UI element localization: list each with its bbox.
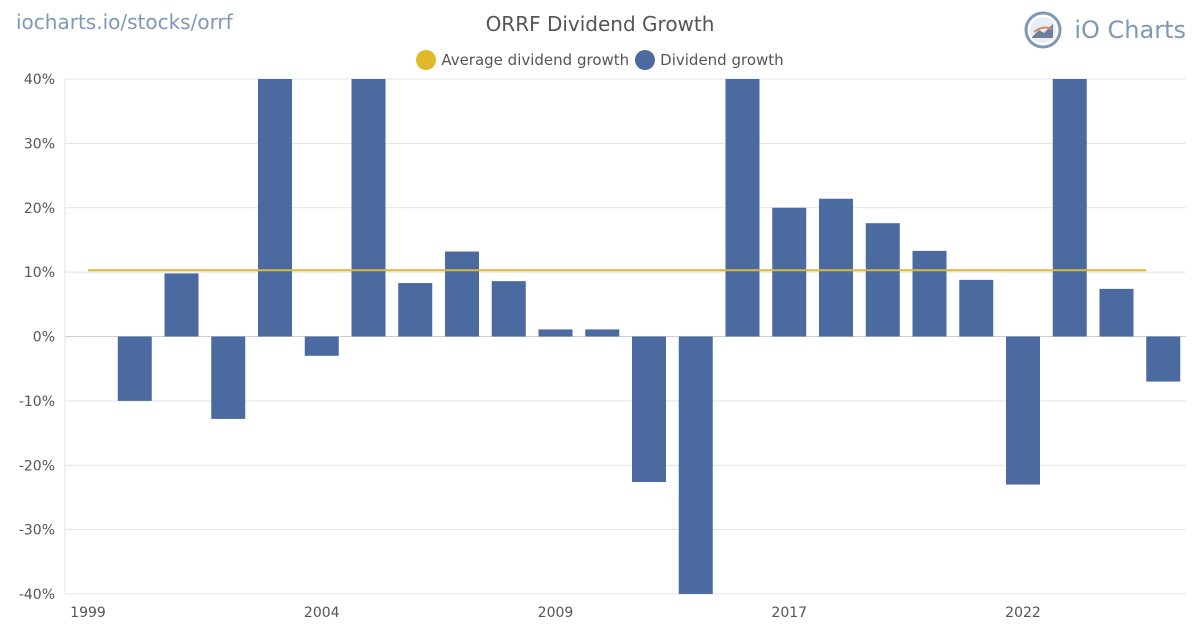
average-swatch-icon — [416, 50, 437, 70]
legend: Average dividend growth Dividend growth — [0, 50, 1200, 70]
x-tick-label: 1999 — [70, 605, 106, 621]
y-tick-label: -40% — [19, 587, 55, 603]
dividend-bar[interactable] — [211, 336, 246, 419]
y-tick-label: -30% — [19, 523, 55, 539]
dividend-bar[interactable] — [772, 207, 807, 337]
dividend-bar[interactable] — [351, 79, 386, 337]
dividend-bar[interactable] — [538, 329, 573, 337]
dividend-bar[interactable] — [1099, 288, 1134, 337]
x-tick-label: 2009 — [538, 605, 574, 621]
dividend-bar[interactable] — [117, 336, 152, 401]
dividend-bar[interactable] — [491, 281, 526, 337]
dividend-bar[interactable] — [304, 336, 339, 356]
io-charts-logo-icon — [1024, 11, 1062, 49]
dividend-bar[interactable] — [865, 223, 900, 337]
dividend-bar[interactable] — [445, 251, 479, 337]
y-tick-label: -20% — [19, 458, 55, 474]
y-tick-label: 10% — [24, 265, 55, 281]
brand-name: iO Charts — [1074, 16, 1186, 44]
y-tick-label: 0% — [33, 330, 55, 346]
x-tick-label: 2017 — [771, 605, 807, 621]
brand-logo[interactable]: iO Charts — [1024, 10, 1186, 50]
dividend-bar[interactable] — [819, 198, 853, 337]
dividend-bar[interactable] — [1052, 79, 1087, 337]
dividend-bar[interactable] — [258, 79, 292, 337]
y-tick-label: 30% — [24, 136, 55, 152]
x-tick-label: 2004 — [304, 605, 340, 621]
chart-title: ORRF Dividend Growth — [485, 12, 715, 36]
legend-item-average[interactable]: Average dividend growth — [416, 50, 629, 70]
dividend-bar[interactable] — [632, 336, 666, 482]
dividend-swatch-icon — [635, 50, 656, 70]
legend-label-average: Average dividend growth — [441, 51, 630, 69]
y-tick-label: 20% — [24, 201, 55, 217]
dividend-bar[interactable] — [678, 336, 713, 595]
dividend-bar[interactable] — [398, 283, 433, 337]
site-link[interactable]: iocharts.io/stocks/orrf — [16, 10, 233, 34]
x-tick-label: 2022 — [1005, 605, 1041, 621]
dividend-bar[interactable] — [585, 329, 620, 337]
dividend-bar[interactable] — [1006, 336, 1040, 485]
dividend-bar[interactable] — [1146, 336, 1181, 382]
y-tick-label: -10% — [19, 394, 55, 410]
dividend-bar[interactable] — [912, 250, 947, 337]
legend-item-dividend[interactable]: Dividend growth — [635, 50, 784, 70]
dividend-bar[interactable] — [959, 279, 994, 337]
y-tick-label: 40% — [24, 72, 55, 88]
legend-label-dividend: Dividend growth — [660, 51, 784, 69]
dividend-bar[interactable] — [725, 79, 760, 337]
dividend-bar[interactable] — [164, 273, 199, 337]
